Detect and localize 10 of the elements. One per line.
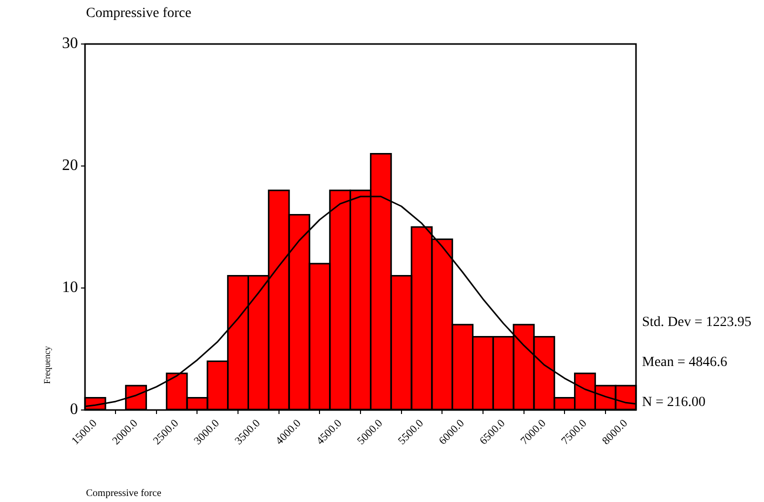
y-tick-label: 0 xyxy=(70,401,78,418)
chart-title: Compressive force xyxy=(86,6,192,22)
y-tick-label: 30 xyxy=(62,35,78,52)
text: Std. Dev = 1223.95 xyxy=(642,315,752,331)
text: N = 216.00 xyxy=(642,395,706,411)
text: Mean = 4846.6 xyxy=(642,355,728,371)
y-tick-label: 10 xyxy=(62,279,78,296)
y-tick-label: 20 xyxy=(62,157,78,174)
x-axis-title: Compressive force xyxy=(86,488,162,499)
y-axis-title: Frequency xyxy=(42,346,52,384)
